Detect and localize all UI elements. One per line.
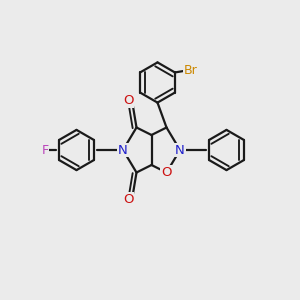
Text: F: F xyxy=(41,143,49,157)
Text: O: O xyxy=(123,94,133,107)
Text: N: N xyxy=(175,143,185,157)
Text: O: O xyxy=(123,193,133,206)
Text: N: N xyxy=(118,143,128,157)
Text: Br: Br xyxy=(184,64,197,77)
Text: O: O xyxy=(161,166,172,179)
